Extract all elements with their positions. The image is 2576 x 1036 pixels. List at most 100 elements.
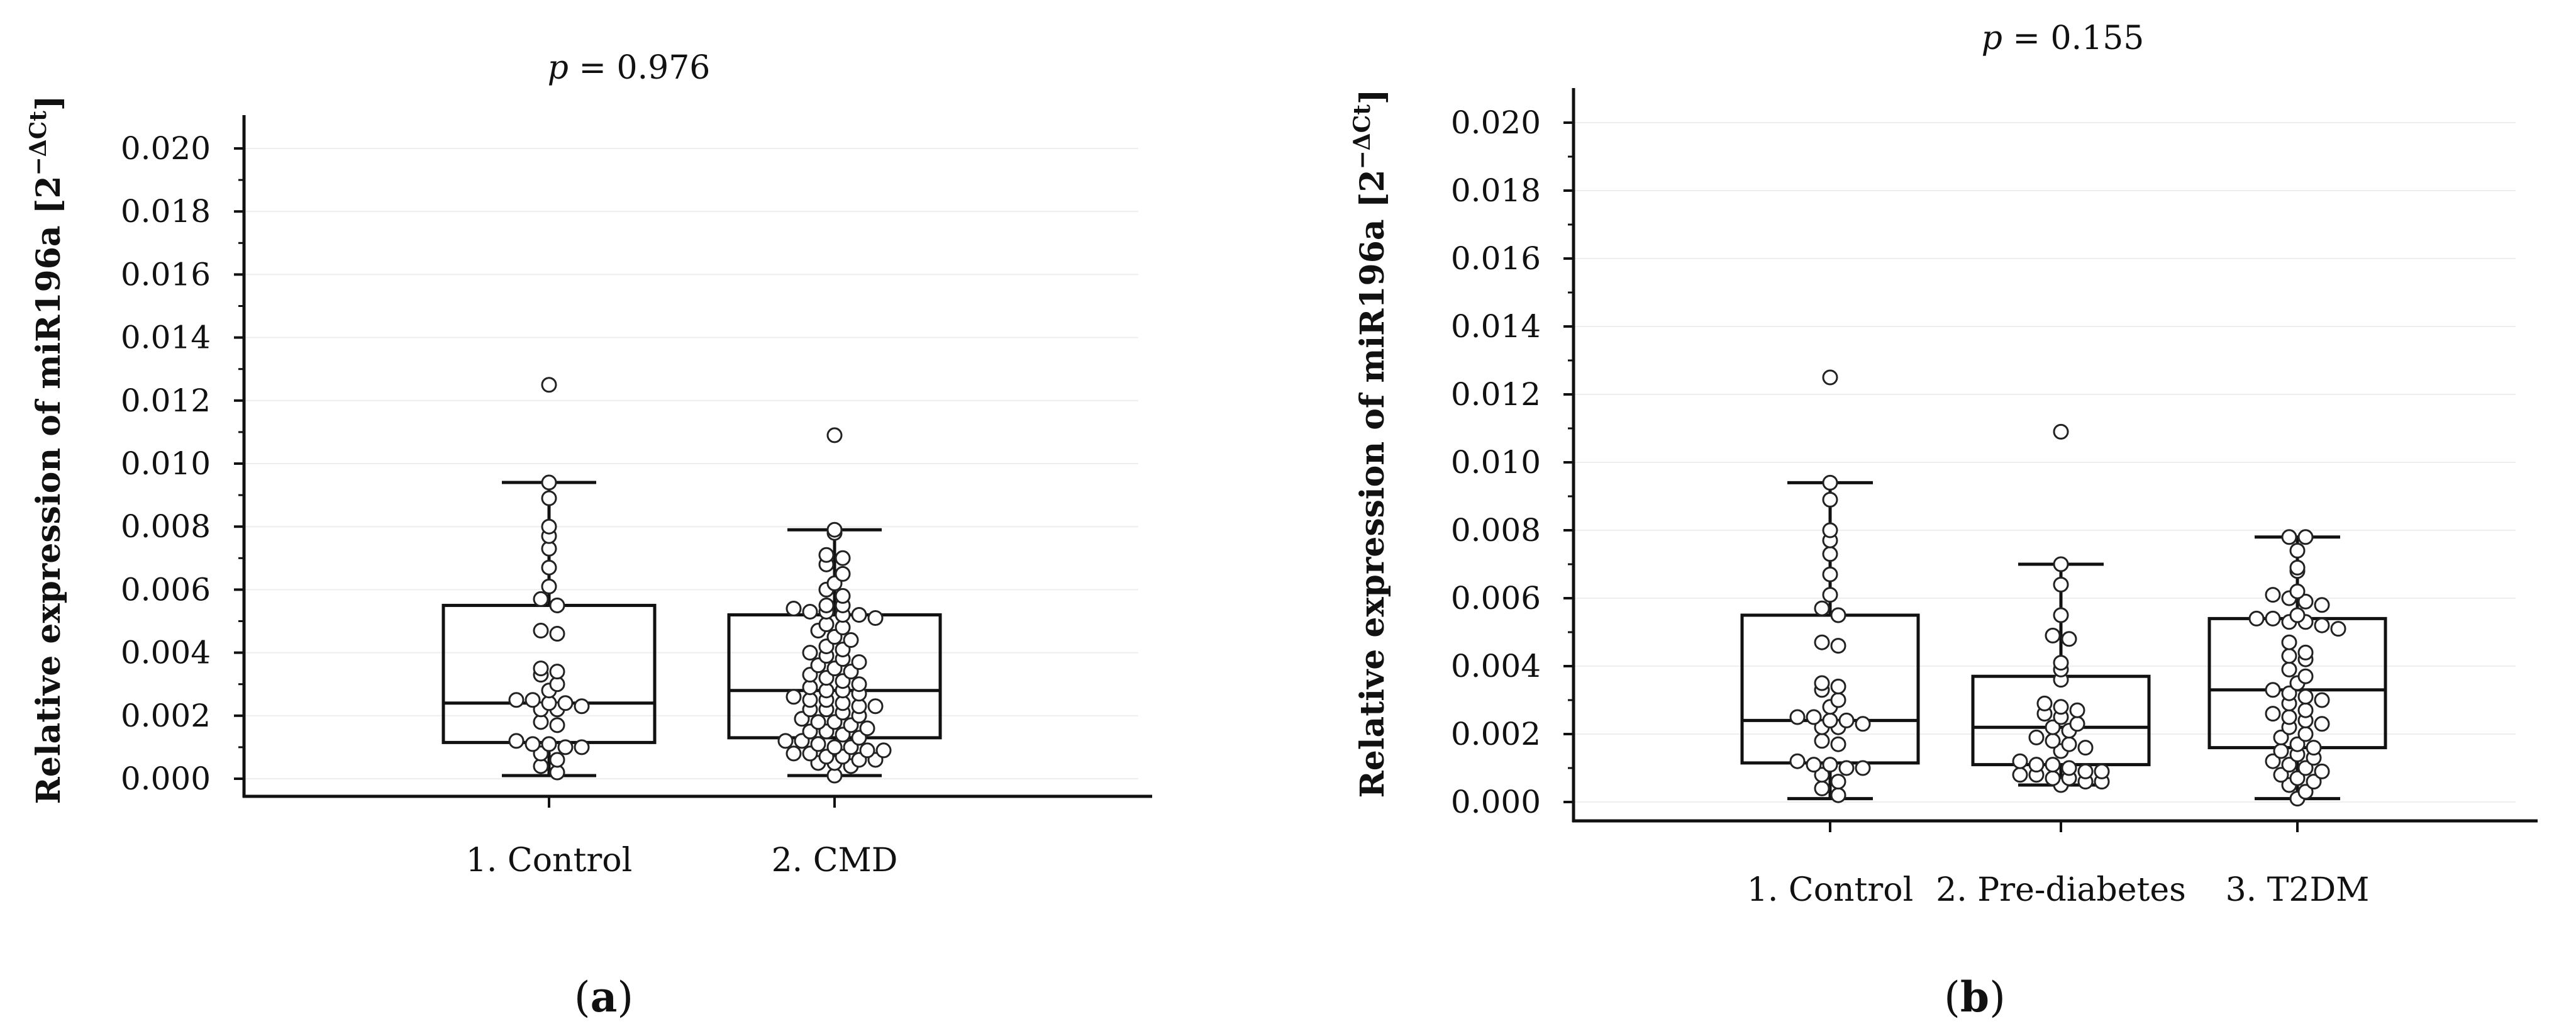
data-point [1830,638,1846,654]
y-tick-label: 0.004 [121,635,211,671]
data-point [549,626,565,642]
panel-b: p = 0.155 Relative expression of miR196a… [1349,19,2538,1022]
data-point [835,565,851,582]
data-point [777,733,794,749]
data-point [826,427,843,443]
data-point [1830,787,1846,803]
data-point [2053,556,2069,572]
data-point [2297,529,2314,545]
data-point [851,676,867,693]
data-point [1830,774,1846,790]
y-tick-label: 0.020 [1451,104,1541,141]
data-point [2273,743,2289,759]
data-point [2281,634,2297,650]
y-tick-label: 0.014 [121,320,211,356]
data-point [859,742,875,759]
data-point [2012,753,2028,769]
data-point [867,610,884,626]
data-point [851,654,867,671]
data-point [541,377,557,393]
data-point [1855,760,1871,776]
data-point [2265,706,2281,722]
y-tick-label: 0.018 [1451,172,1541,209]
data-point [2306,740,2322,756]
data-point [2061,760,2077,776]
data-point [835,588,851,604]
data-point [1814,600,1830,616]
data-point [2281,648,2297,664]
data-point [2265,753,2281,769]
panel-b-p-value: p = 0.155 [1982,19,2145,57]
data-point [2289,736,2306,752]
panel-a-points [508,377,892,784]
data-point [1814,634,1830,650]
data-point [2028,729,2045,745]
data-point [875,742,892,759]
data-point [541,474,557,491]
data-point [786,689,802,705]
data-point [859,720,875,737]
data-point [574,698,590,715]
data-point [2281,709,2297,725]
data-point [541,736,557,752]
panel-b-categories: 1. Control 2. Pre-diabetes 3. T2DM [1747,821,2369,909]
data-point [2314,716,2330,732]
data-point [835,550,851,566]
data-point [2297,593,2314,610]
data-point [1814,675,1830,691]
y-tick-label: 0.010 [121,445,211,482]
data-point [2273,729,2289,745]
data-point [1822,757,1838,773]
box-iqr [727,613,942,740]
data-point [2289,607,2306,623]
panel-b-points [1789,369,2346,807]
data-point [2297,668,2314,684]
y-tick-label: 0.016 [1451,240,1541,277]
data-point [2045,757,2061,773]
y-tick-label: 0.000 [1451,784,1541,820]
data-point [826,739,843,755]
data-point [2053,576,2069,593]
data-point [2265,610,2281,627]
data-point [1806,709,1822,725]
data-point [843,632,859,649]
data-point [2069,716,2085,732]
data-point [533,660,549,677]
y-tick-label: 0.014 [1451,308,1541,345]
data-point [2012,767,2028,783]
data-point [2297,702,2314,718]
data-point [1814,767,1830,783]
data-point [541,559,557,576]
data-point [549,597,565,613]
box-iqr [1740,613,1920,765]
data-point [541,578,557,594]
data-point [1822,566,1838,582]
y-tick-label: 0.008 [121,508,211,545]
y-tick-label: 0.002 [1451,716,1541,752]
data-point [2061,631,2077,647]
data-point [1855,716,1871,732]
data-point [508,692,525,708]
data-point [1830,607,1846,623]
y-tick-label: 0.010 [1451,444,1541,481]
panel-a: p = 0.976 Relative expression of miR196a… [25,49,1152,1022]
y-tick-label: 0.012 [1451,376,1541,413]
data-point [826,521,843,538]
data-point [1822,491,1838,508]
data-point [2297,644,2314,660]
data-point [802,645,818,661]
panel-a-label: (a) [574,972,633,1022]
data-point [2094,763,2110,779]
data-point [525,736,541,752]
y-tick-label: 0.016 [121,256,211,292]
data-point [2273,767,2289,783]
panel-a-p-value: p = 0.976 [548,49,711,87]
data-point [1806,757,1822,773]
data-point [541,518,557,535]
data-point [2306,774,2322,790]
data-point [2297,689,2314,705]
data-point [2281,661,2297,677]
data-point [2061,736,2077,752]
data-point [2289,583,2306,599]
